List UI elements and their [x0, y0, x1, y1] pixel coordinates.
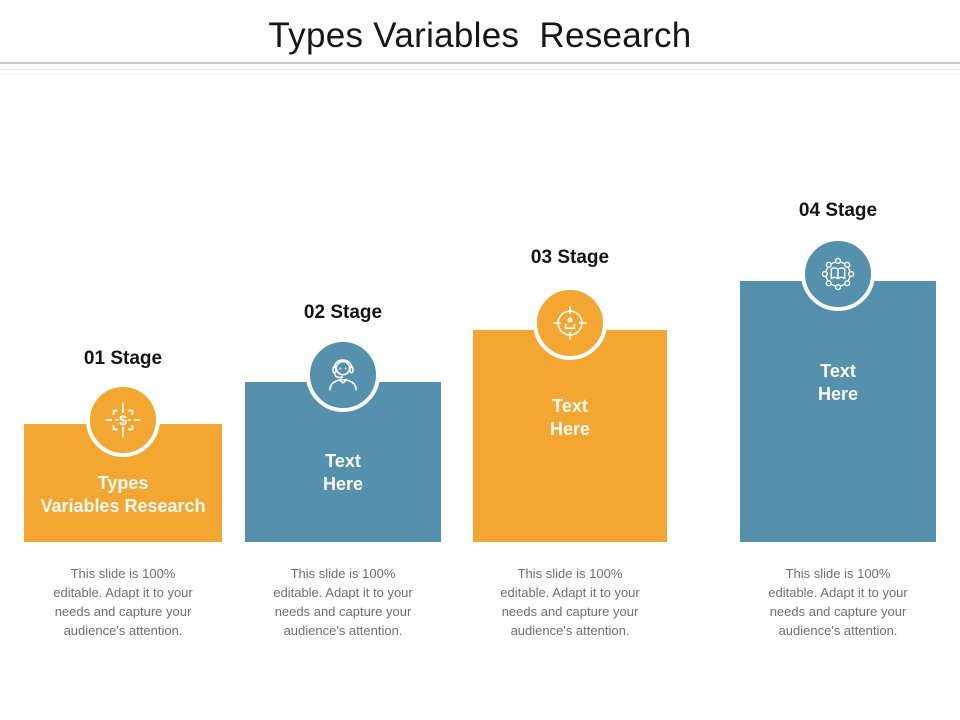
slide-title: Types Variables Research — [268, 16, 692, 55]
stage-04-bar-text: Text Here — [817, 361, 859, 404]
stage-03-bar — [473, 330, 667, 542]
stage-02-caption: This slide is 100% editable. Adapt it to… — [273, 566, 413, 638]
stage-02-group: 02 Stage — [245, 0, 441, 720]
stage-04-caption: This slide is 100% editable. Adapt it to… — [768, 566, 908, 638]
stage-02-badge — [306, 338, 380, 412]
stage-04-badge — [801, 237, 875, 311]
knowledge-network-icon — [817, 253, 859, 295]
title-divider-shadow — [0, 69, 960, 70]
svg-text:$: $ — [119, 413, 127, 429]
stage-01-label: 01 Stage — [83, 348, 163, 369]
stage-01-badge: $ — [86, 383, 160, 457]
stage-01-group: 01 Stage $ Types Variables Research — [24, 0, 222, 720]
stage-03-bar-text: Text Here — [549, 396, 591, 439]
stage-01-bar-text: Types Variables Research — [40, 473, 206, 516]
title-divider — [0, 62, 960, 64]
stage-03-group: 03 Stage Text Here This slide is 10 — [473, 0, 667, 720]
stage-03-badge — [533, 286, 607, 360]
stage-03-caption: This slide is 100% editable. Adapt it to… — [500, 566, 640, 638]
title-divider-shadow-2 — [0, 74, 960, 75]
stage-01-caption: This slide is 100% editable. Adapt it to… — [53, 566, 193, 638]
stage-04-label: 04 Stage — [798, 200, 878, 221]
target-user-icon — [549, 302, 591, 344]
stage-04-bar — [740, 281, 936, 542]
stage-02-label: 02 Stage — [303, 302, 383, 323]
stage-03-label: 03 Stage — [530, 247, 610, 268]
support-agent-icon — [322, 354, 364, 396]
stage-04-group: 04 Stage Text Here This — [740, 0, 936, 720]
dollar-target-icon: $ — [102, 399, 144, 441]
stage-02-bar-text: Text Here — [322, 451, 364, 494]
